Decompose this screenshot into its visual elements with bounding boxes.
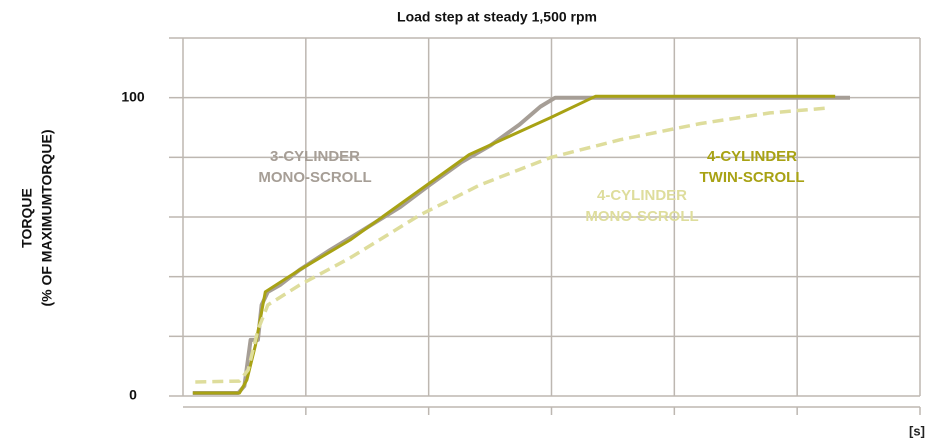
y-axis-label-line: TORQUE bbox=[19, 188, 35, 248]
series-label: 4-CYLINDER bbox=[597, 187, 687, 204]
series-label: MONO-SCROLL bbox=[585, 208, 698, 225]
x-axis-label: [s] bbox=[909, 423, 925, 438]
series-label: TWIN-SCROLL bbox=[700, 169, 805, 186]
series-label: 3-CYLINDER bbox=[270, 148, 360, 165]
series-line bbox=[192, 94, 836, 395]
y-tick-label: 0 bbox=[129, 387, 137, 403]
series-line bbox=[195, 106, 831, 384]
series-line bbox=[192, 95, 850, 395]
y-tick-label: 100 bbox=[121, 88, 145, 104]
y-axis-label: TORQUE (% OF MAXIMUMTORQUE) bbox=[19, 129, 55, 306]
chart-title: Load step at steady 1,500 rpm bbox=[397, 9, 597, 25]
y-axis-label-line: (% OF MAXIMUMTORQUE) bbox=[39, 129, 55, 306]
series-label: MONO-SCROLL bbox=[258, 169, 371, 186]
series-label: 4-CYLINDER bbox=[707, 148, 797, 165]
